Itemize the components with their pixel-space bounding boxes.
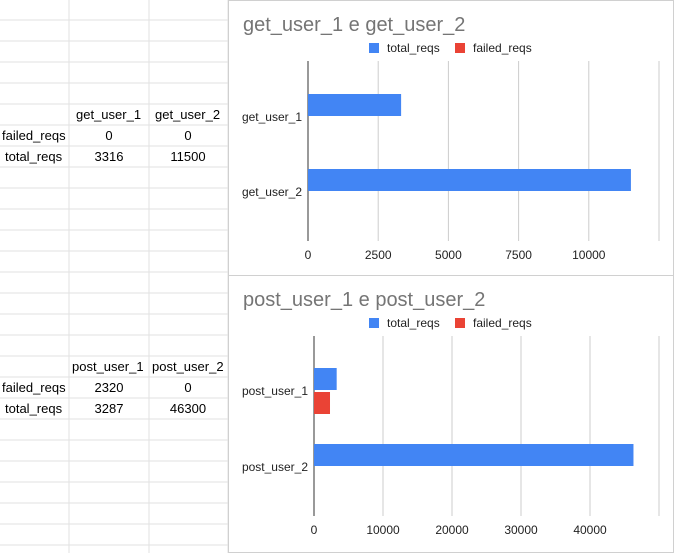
bar-total-reqs-get-user-2 [308,169,631,191]
table-cell[interactable]: 11500 [170,149,206,164]
table-cell[interactable]: 0 [184,380,192,395]
row-label-total-reqs[interactable]: total_reqs [5,149,63,164]
x-tick-label: 0 [311,523,318,537]
bar-failed-reqs-post-user-1 [314,392,331,414]
legend-swatch-failed-reqs [455,43,465,53]
legend-swatch-total-reqs [369,318,379,328]
legend-swatch-failed-reqs [455,318,465,328]
x-tick-label: 10000 [366,523,400,537]
legend-label-failed-reqs: failed_reqs [473,316,532,330]
bar-total-reqs-post-user-1 [314,368,337,390]
table-cell[interactable]: 46300 [169,401,207,416]
bar-total-reqs-get-user-1 [308,94,402,116]
table-cell[interactable]: 0 [105,128,113,143]
x-tick-label: 10000 [572,248,606,262]
x-tick-label: 5000 [435,248,462,262]
legend-label-total-reqs: total_reqs [387,41,440,55]
legend-label-failed-reqs: failed_reqs [473,41,532,55]
post-chart-svg: post_user_1 e post_user_2 total_reqs faile… [242,289,660,537]
bar-total-reqs-post-user-2 [314,444,634,466]
x-tick-label: 7500 [505,248,532,262]
x-tick-label: 0 [305,248,312,262]
y-tick-label: post_user_1 [242,384,308,398]
chart-title: get_user_1 e get_user_2 [243,14,465,36]
table-cell[interactable]: 0 [184,128,192,143]
y-tick-label: post_user_2 [242,460,308,474]
row-label-failed-reqs[interactable]: failed_reqs [2,380,66,395]
legend-swatch-total-reqs [369,43,379,53]
table-cell[interactable]: 2320 [94,380,124,395]
table-cell[interactable]: 3287 [94,401,124,416]
y-tick-label: get_user_2 [242,185,302,199]
row-label-failed-reqs[interactable]: failed_reqs [2,128,66,143]
x-tick-label: 30000 [504,523,538,537]
chart-title: post_user_1 e post_user_2 [243,289,485,311]
x-tick-label: 40000 [573,523,607,537]
table-cell[interactable]: 3316 [94,149,124,164]
post-chart[interactable]: post_user_1 e post_user_2 total_reqs faile… [228,275,674,553]
row-label-total-reqs[interactable]: total_reqs [5,401,63,416]
get-chart[interactable]: get_user_1 e get_user_2 total_reqs failed_… [228,0,674,276]
column-header-post-user-1[interactable]: post_user_1 [72,359,144,374]
column-header-post-user-2[interactable]: post_user_2 [152,359,224,374]
y-tick-label: get_user_1 [242,110,302,124]
x-tick-label: 2500 [365,248,392,262]
legend-label-total-reqs: total_reqs [387,316,440,330]
column-header-get-user-2[interactable]: get_user_2 [155,107,221,122]
get-chart-svg: get_user_1 e get_user_2 total_reqs failed_… [242,14,660,262]
x-tick-label: 20000 [435,523,469,537]
column-header-get-user-1[interactable]: get_user_1 [76,107,142,122]
